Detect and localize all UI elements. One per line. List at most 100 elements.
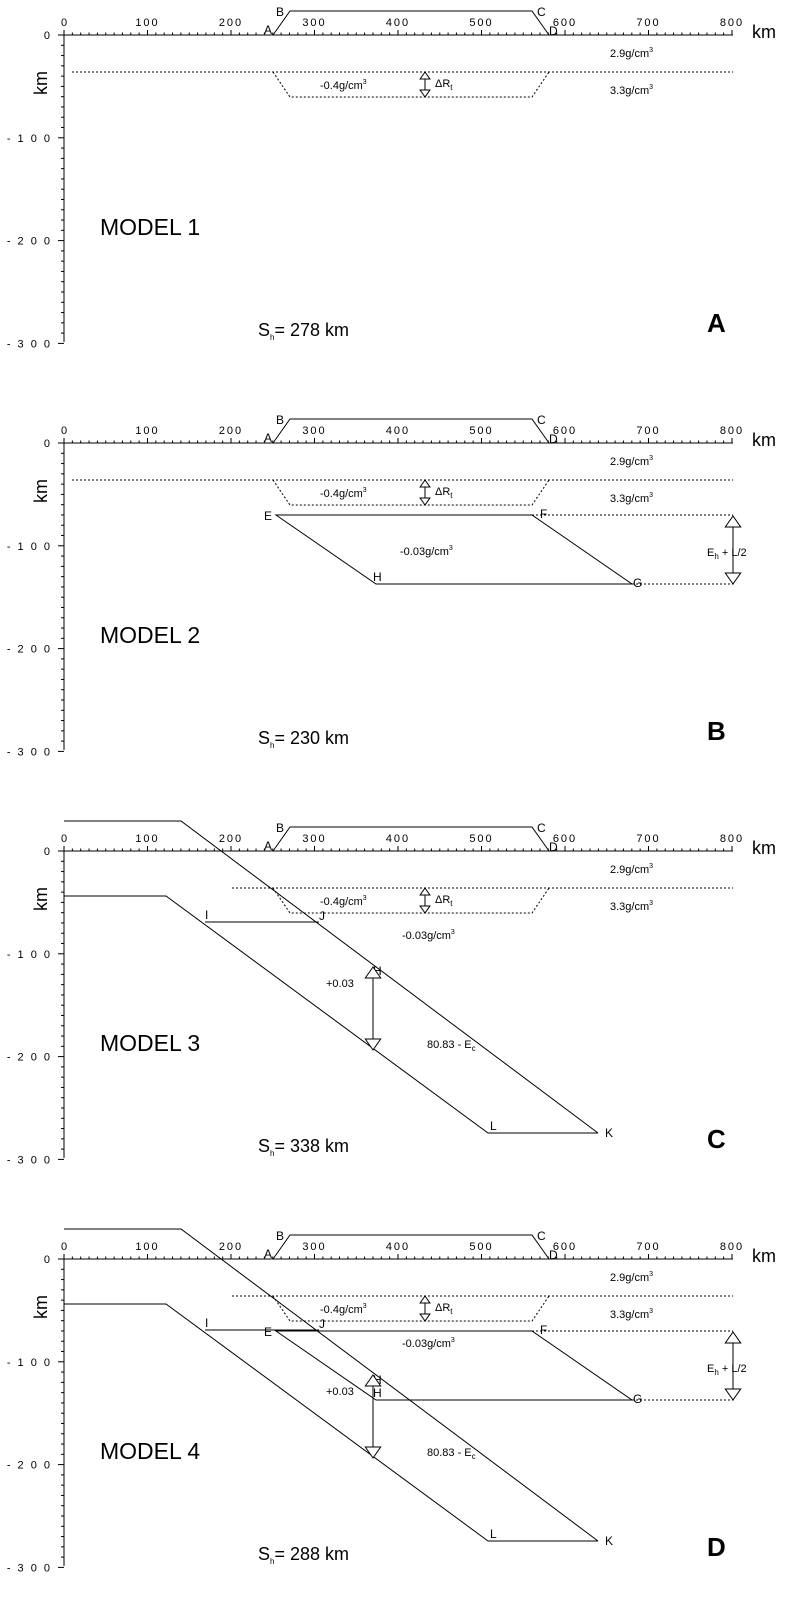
block-efgh-outline	[274, 514, 634, 585]
point-e-label: E	[264, 1325, 272, 1339]
point-g-label: G	[633, 1392, 642, 1406]
point-g-label: G	[633, 576, 642, 590]
y-tick-label: - 1 0 0	[7, 133, 52, 145]
x-tick-label: 400	[386, 1241, 410, 1253]
slab-lower-surface	[64, 1303, 598, 1542]
y-unit-label: km	[31, 479, 51, 503]
x-tick-label: 600	[553, 833, 577, 845]
upper-crust-density: 2.9g/cm3	[610, 863, 653, 876]
y-tick-label: - 1 0 0	[7, 949, 52, 961]
panel-4: 0 100 200 300 400 500 600 700 800 km 0 - 1 0 0 - 2 0…	[7, 1228, 776, 1574]
panel-letter: C	[707, 1124, 726, 1154]
axes: 0 100 200 300 400 500 600 700 800 km 0 - 1 0 0 - 2 0…	[7, 17, 776, 350]
plateau-outline	[272, 418, 550, 444]
slab-upper-surface	[64, 820, 599, 1134]
y-unit-label: km	[31, 887, 51, 911]
y-tick-label: - 2 0 0	[7, 1460, 52, 1472]
plateau-outline	[272, 10, 550, 36]
x-tick-label: 700	[636, 425, 660, 437]
y-unit-label: km	[31, 71, 51, 95]
delta-r-label: ΔRt	[435, 894, 453, 908]
x-tick-label: 0	[61, 425, 69, 437]
x-tick-label: 0	[61, 833, 69, 845]
point-f-label: F	[540, 507, 547, 521]
slab-thickness-arrow	[364, 966, 382, 1051]
slab-density-contrast: -0.03g/cm3	[402, 1337, 455, 1350]
delta-r-arrow	[419, 71, 431, 98]
root-density-contrast: -0.4g/cm3	[320, 1303, 367, 1316]
root-density-contrast: -0.4g/cm3	[320, 79, 367, 92]
point-a-label: A	[264, 431, 272, 445]
x-tick-label: 200	[219, 1241, 243, 1253]
x-tick-label: 500	[469, 425, 493, 437]
point-b-label: B	[276, 5, 284, 19]
slab-thickness-label: 80.83 - Ec	[427, 1039, 476, 1053]
x-tick-label: 100	[135, 17, 159, 29]
topography: AB CD	[264, 1229, 558, 1262]
point-b-label: B	[276, 413, 284, 427]
x-tick-label: 500	[469, 1241, 493, 1253]
axes: 0 100 200 300 400 500 600 700 800 km 0 - 1 0 0 - 2 0…	[7, 425, 776, 758]
point-a-label: A	[264, 1247, 272, 1261]
y-tick-label: 0	[44, 846, 52, 858]
panel-2: 0 100 200 300 400 500 600 700 800 km 0 - 1 0 0 - 2 0…	[7, 413, 776, 758]
delta-r-arrow	[419, 887, 431, 914]
point-f-label: F	[540, 1323, 547, 1337]
x-tick-label: 300	[302, 1241, 326, 1253]
x-tick-label: 200	[219, 425, 243, 437]
point-c-label: C	[537, 413, 546, 427]
point-l-label: L	[490, 1527, 497, 1541]
x-tick-label: 200	[219, 17, 243, 29]
point-i-label: I	[205, 908, 208, 922]
sh-label: Sh= 338 km	[258, 1136, 349, 1158]
crustal-root-outline	[272, 479, 550, 506]
point-b-label: B	[276, 821, 284, 835]
point-e-label: E	[264, 509, 272, 523]
y-tick-label: 0	[44, 30, 52, 42]
model-title: MODEL 3	[100, 1030, 200, 1056]
y-tick-label: - 1 0 0	[7, 541, 52, 553]
slab-lower-surface	[64, 895, 598, 1134]
moho	[232, 1295, 733, 1322]
point-d-label: D	[549, 840, 558, 854]
slab-thickness-arrow	[364, 1374, 382, 1459]
crustal-root-outline	[272, 1295, 550, 1322]
x-tick-label: 800	[720, 17, 744, 29]
delta-r-label: ΔRt	[435, 1302, 453, 1316]
x-tick-label: 700	[636, 17, 660, 29]
point-j-label: J	[319, 1317, 325, 1331]
x-tick-label: 0	[61, 1241, 69, 1253]
slab-upper-surface	[64, 1228, 599, 1542]
x-tick-label: 600	[553, 1241, 577, 1253]
subducting-slab: I J L K H +0.03 80.83 - Ec -0.03g/cm3	[64, 1228, 613, 1548]
point-i-label: I	[205, 1316, 208, 1330]
delta-r-label: ΔRt	[435, 486, 453, 500]
topography: AB CD	[264, 5, 558, 38]
x-tick-label: 100	[135, 425, 159, 437]
y-tick-label: - 1 0 0	[7, 1357, 52, 1369]
y-tick-label: 0	[44, 438, 52, 450]
plateau-outline	[272, 1234, 550, 1260]
point-k-label: K	[605, 1126, 613, 1140]
y-tick-label: - 3 0 0	[7, 746, 52, 758]
crustal-root-outline	[272, 71, 550, 98]
model-title: MODEL 2	[100, 622, 200, 648]
point-d-label: D	[549, 432, 558, 446]
axes: 0 100 200 300 400 500 600 700 800 km 0 - 1 0 0 - 2 0…	[7, 1241, 776, 1574]
x-tick-label: 700	[636, 1241, 660, 1253]
x-tick-label: 500	[469, 17, 493, 29]
slab-density-label: +0.03	[326, 1386, 354, 1398]
eh-arrow	[724, 1331, 742, 1401]
eh-arrow	[724, 515, 742, 585]
y-tick-label: - 2 0 0	[7, 236, 52, 248]
slab-h-label: H	[373, 964, 382, 978]
slab-density-label: +0.03	[326, 978, 354, 990]
x-tick-label: 800	[720, 425, 744, 437]
plateau-outline	[272, 826, 550, 852]
x-tick-label: 400	[386, 833, 410, 845]
panel-1: 0 100 200 300 400 500 600 700 800 km 0 - 1 0 0 - 2 0…	[7, 5, 776, 350]
crustal-root-outline	[272, 887, 550, 914]
upper-crust-density: 2.9g/cm3	[610, 455, 653, 468]
panel-letter: A	[707, 308, 726, 338]
